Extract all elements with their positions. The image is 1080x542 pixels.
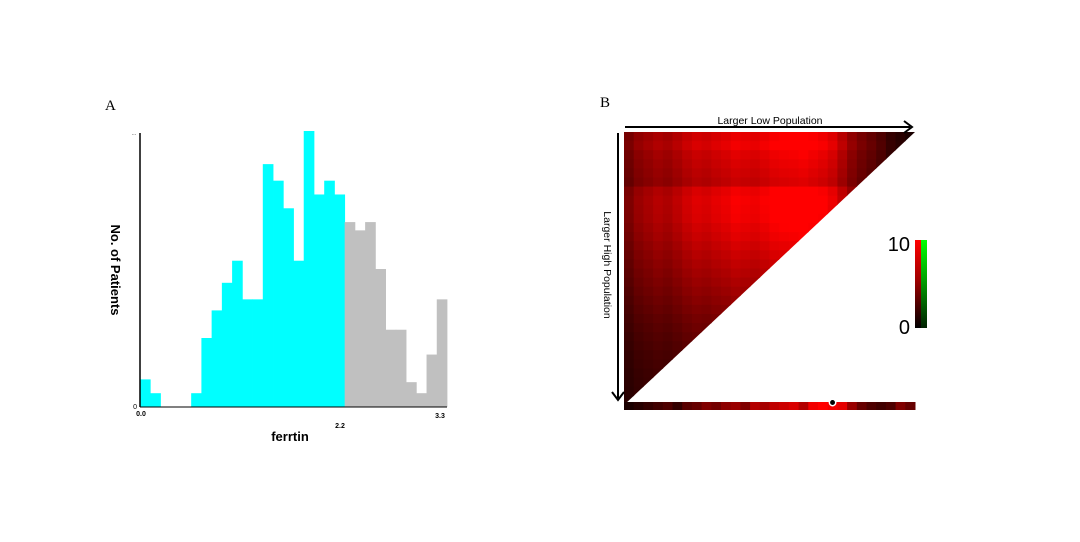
histogram-bar-1: [150, 393, 161, 407]
histogram-bar-29: [436, 299, 448, 407]
histogram-bar-23: [375, 269, 386, 407]
histogram-bar-8: [221, 282, 233, 407]
histogram-bar-19: [334, 194, 346, 407]
x-tick-label-0: 0.0: [136, 411, 146, 418]
y-tick-label-top: ...: [132, 131, 136, 137]
histogram-bar-18: [324, 180, 335, 407]
histogram-bar-28: [426, 354, 438, 407]
histogram-bar-21: [354, 230, 366, 407]
histogram-bar-26: [406, 382, 417, 407]
y-tick-label-zero: 0: [133, 404, 137, 411]
x-axis-label: ferrtin: [271, 429, 309, 444]
histogram-bar-6: [201, 338, 213, 407]
histogram-bar-15: [293, 260, 305, 407]
x-tick-label-1: 2.2: [335, 423, 345, 430]
histogram-bar-27: [416, 393, 427, 407]
histogram-bar-24: [385, 329, 397, 407]
histogram-bar-25: [395, 329, 407, 407]
histogram-bar-9: [232, 260, 243, 407]
histogram-bar-20: [344, 222, 356, 407]
panel-a-letter: A: [105, 98, 116, 114]
histogram-bar-5: [191, 393, 202, 407]
histogram-bar-12: [262, 164, 274, 407]
histogram-bar-13: [273, 180, 284, 407]
histogram-bars: [140, 131, 448, 407]
histogram-bar-11: [252, 299, 264, 407]
histogram-bar-16: [303, 131, 315, 407]
histogram-bar-7: [211, 310, 223, 407]
y-axis-label: No. of Patients: [108, 224, 123, 315]
panel-b-letter: B: [600, 95, 611, 111]
histogram-bar-22: [365, 222, 376, 407]
x-tick-label-2: 3.3: [435, 413, 445, 420]
histogram-bar-0: [140, 379, 151, 407]
histogram-bar-10: [242, 299, 253, 407]
histogram-bar-14: [283, 208, 294, 407]
histogram-bar-17: [313, 194, 325, 407]
